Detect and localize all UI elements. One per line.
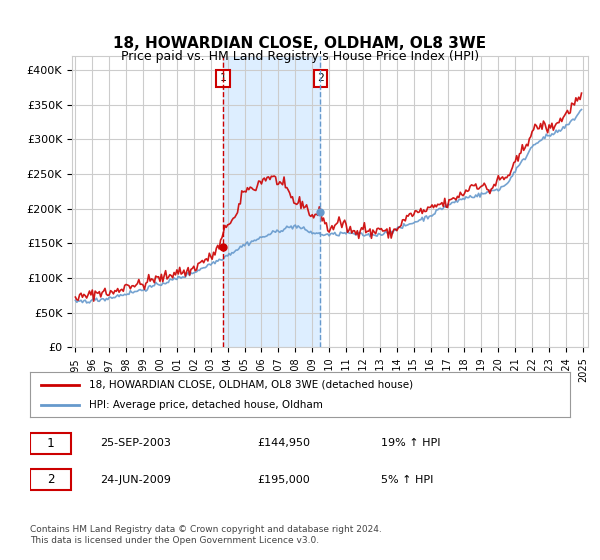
Text: 2: 2 xyxy=(47,473,54,486)
Text: 25-SEP-2003: 25-SEP-2003 xyxy=(100,438,171,448)
Text: 1: 1 xyxy=(47,437,54,450)
Text: 1: 1 xyxy=(220,73,226,83)
Text: HPI: Average price, detached house, Oldham: HPI: Average price, detached house, Oldh… xyxy=(89,400,323,410)
Text: 24-JUN-2009: 24-JUN-2009 xyxy=(100,475,171,484)
Text: 19% ↑ HPI: 19% ↑ HPI xyxy=(381,438,440,448)
Text: Contains HM Land Registry data © Crown copyright and database right 2024.
This d: Contains HM Land Registry data © Crown c… xyxy=(30,525,382,545)
FancyBboxPatch shape xyxy=(30,469,71,490)
Text: £144,950: £144,950 xyxy=(257,438,310,448)
Text: 5% ↑ HPI: 5% ↑ HPI xyxy=(381,475,433,484)
FancyBboxPatch shape xyxy=(30,432,71,454)
Bar xyxy=(223,56,320,347)
Text: £195,000: £195,000 xyxy=(257,475,310,484)
Text: 2: 2 xyxy=(317,73,324,83)
Text: 18, HOWARDIAN CLOSE, OLDHAM, OL8 3WE (detached house): 18, HOWARDIAN CLOSE, OLDHAM, OL8 3WE (de… xyxy=(89,380,413,390)
Text: Price paid vs. HM Land Registry's House Price Index (HPI): Price paid vs. HM Land Registry's House … xyxy=(121,50,479,63)
Text: 18, HOWARDIAN CLOSE, OLDHAM, OL8 3WE: 18, HOWARDIAN CLOSE, OLDHAM, OL8 3WE xyxy=(113,36,487,52)
